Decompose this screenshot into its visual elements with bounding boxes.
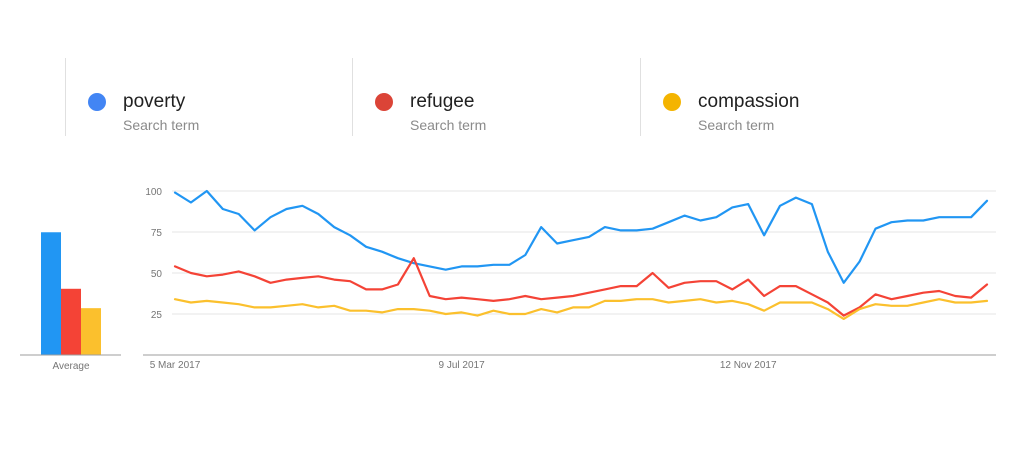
refugee-color-dot (375, 93, 393, 111)
legend: poverty Search term refugee Search term … (0, 58, 1024, 136)
legend-term-type: Search term (123, 117, 200, 133)
y-tick-label: 50 (151, 269, 163, 280)
y-tick-label: 75 (151, 228, 163, 239)
x-tick-label: 9 Jul 2017 (439, 360, 486, 371)
legend-item-compassion[interactable]: compassion Search term (640, 58, 927, 136)
legend-term-name: poverty (123, 91, 186, 112)
average-label: Average (52, 361, 90, 372)
poverty-color-dot (88, 93, 106, 111)
average-bar-chart: Average (20, 232, 121, 372)
legend-term-name: refugee (410, 91, 475, 112)
series-line-compassion[interactable] (173, 298, 989, 320)
average-bar-poverty (41, 232, 61, 355)
legend-term-type: Search term (410, 117, 487, 133)
y-tick-label: 25 (151, 310, 163, 321)
legend-term-type: Search term (698, 117, 775, 133)
x-tick-label: 5 Mar 2017 (150, 360, 201, 371)
legend-term-name: compassion (698, 91, 800, 112)
legend-item-refugee[interactable]: refugee Search term (352, 58, 639, 136)
series-line-poverty[interactable] (173, 189, 989, 284)
x-tick-label: 12 Nov 2017 (720, 360, 777, 371)
compassion-color-dot (663, 93, 681, 111)
y-tick-label: 100 (145, 187, 162, 198)
average-bar-refugee (61, 288, 81, 355)
average-bar-compassion (81, 308, 101, 355)
series-line-refugee[interactable] (173, 257, 989, 317)
legend-item-poverty[interactable]: poverty Search term (65, 58, 352, 136)
